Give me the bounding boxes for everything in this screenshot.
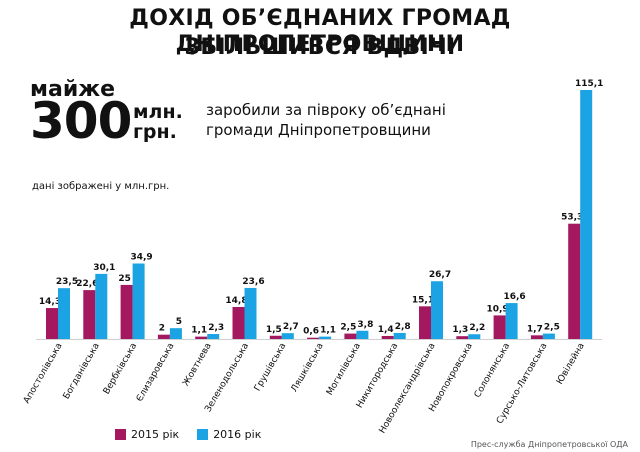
value-label-2015-7: 0,6 (303, 327, 319, 337)
bar-2016-3 (169, 328, 182, 339)
bar-2015-0 (46, 308, 58, 339)
value-label-2016-3: 5 (176, 317, 182, 327)
legend-label-2015: 2015 рік (131, 428, 180, 441)
bar-2015-9 (381, 335, 394, 339)
bar-2016-7 (319, 336, 332, 339)
category-label-6: Грушівська (253, 342, 289, 394)
highlight-unit: млн. грн. (133, 102, 183, 142)
value-label-2016-10: 26,7 (429, 270, 451, 280)
value-label-2016-6: 2,7 (283, 322, 299, 332)
bar-2015-13 (530, 335, 543, 339)
value-label-2015-12: 10,9 (486, 304, 508, 314)
bar-2015-11 (456, 336, 469, 339)
value-label-2016-4: 2,3 (208, 323, 224, 333)
value-label-2015-2: 25 (118, 274, 131, 284)
value-label-2016-0: 23,5 (56, 277, 78, 287)
value-label-2016-8: 3,8 (357, 320, 373, 330)
bar-2015-7 (307, 337, 320, 339)
bar-2016-4 (207, 334, 220, 339)
bar-2015-8 (344, 333, 357, 339)
units-note: дані зображені у млн.грн. (32, 181, 170, 192)
bar-2015-10 (419, 306, 431, 339)
value-label-2015-8: 2,5 (340, 323, 356, 333)
highlight-description-line2: громади Дніпропетровщини (206, 121, 431, 139)
value-label-2015-6: 1,5 (266, 325, 282, 335)
bar-2015-5 (232, 306, 245, 339)
legend-swatch-2016 (197, 429, 209, 440)
value-label-2016-12: 16,6 (503, 292, 525, 302)
value-label-2015-9: 1,4 (378, 325, 394, 335)
value-label-2015-13: 1,7 (527, 324, 543, 334)
bar-2015-3 (157, 334, 170, 339)
legend-item-2016: 2016 рік (197, 428, 261, 441)
value-label-2015-0: 14,3 (39, 297, 61, 307)
highlight-description: заробили за півроку об’єднані громади Дн… (206, 100, 506, 140)
credit-text: Прес-служба Дніпропетровської ОДА (470, 440, 628, 449)
bar-2015-14 (568, 223, 581, 339)
bar-2016-1 (95, 273, 108, 339)
bar-2016-8 (356, 330, 369, 339)
value-label-2015-5: 14,8 (225, 296, 247, 306)
category-label-11: Новопокровська (427, 342, 474, 414)
bar-2015-6 (269, 335, 282, 339)
bar-2016-0 (58, 288, 70, 339)
category-label-1: Богданівська (62, 342, 102, 402)
title-line-2: ЗБІЛЬШИВСЯ ВДВІЧІ (184, 35, 456, 60)
value-label-2016-14: 115,1 (575, 79, 603, 89)
category-label-7: Ляшківська (290, 342, 326, 395)
bar-2016-14 (580, 90, 593, 339)
title-line-1: ДОХІД ОБ’ЄДНАНИХ ГРОМАД ДНІПРОПЕТРОВЩИНИ (129, 6, 511, 57)
category-label-5: Зеленодольська (203, 342, 251, 415)
highlight-unit-line2: грн. (133, 121, 177, 143)
value-label-2016-2: 34,9 (130, 252, 152, 262)
value-label-2015-4: 1,1 (191, 326, 207, 336)
bar-2016-10 (431, 281, 443, 339)
bar-2016-2 (132, 263, 145, 339)
value-label-2016-7: 1,1 (320, 326, 336, 336)
legend-item-2015: 2015 рік (115, 428, 179, 441)
category-label-8: Могилівська (325, 342, 363, 398)
category-label-4: Жовтнева (181, 342, 214, 389)
bar-2015-4 (195, 336, 208, 339)
value-label-2015-1: 22,6 (76, 279, 98, 289)
category-label-9: Никитородська (355, 342, 400, 410)
value-label-2016-5: 23,6 (242, 277, 264, 287)
value-label-2015-3: 2 (159, 324, 165, 334)
highlight-prefix: майже (30, 77, 116, 102)
value-label-2015-14: 53,3 (561, 213, 583, 223)
category-label-2: Вербківська (102, 342, 139, 397)
category-label-14: Ювілейна (555, 342, 587, 387)
bar-2016-6 (281, 333, 294, 339)
highlight-description-line1: заробили за півроку об’єднані (206, 101, 446, 119)
bar-2016-13 (542, 333, 555, 339)
value-label-2015-11: 1,3 (452, 325, 468, 335)
value-label-2016-13: 2,5 (544, 323, 560, 333)
legend-swatch-2015 (115, 429, 126, 440)
bar-2016-12 (505, 303, 518, 339)
highlight-number: 300 (30, 92, 132, 150)
value-label-2015-10: 15,1 (412, 295, 434, 305)
category-label-3: Єлизаровська (135, 342, 177, 404)
legend-label-2016: 2016 рік (213, 428, 262, 441)
value-label-2016-9: 2,8 (395, 322, 411, 332)
bar-2015-1 (83, 290, 96, 339)
legend: 2015 рік 2016 рік (115, 428, 261, 441)
bar-2015-12 (493, 315, 506, 339)
bar-2016-11 (468, 334, 481, 339)
bar-2015-2 (120, 284, 133, 339)
value-label-2016-11: 2,2 (469, 323, 485, 333)
category-label-0: Апостолівська (22, 342, 65, 406)
bar-2016-9 (393, 332, 406, 339)
highlight-unit-line1: млн. (133, 101, 183, 123)
value-label-2016-1: 30,1 (93, 263, 115, 273)
bar-2016-5 (244, 287, 257, 339)
category-label-12: Солонянська (473, 342, 512, 400)
